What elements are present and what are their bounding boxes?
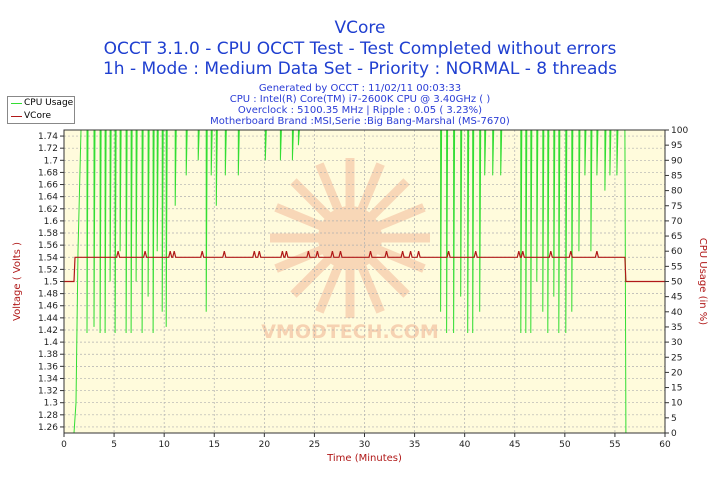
x-axis-label: Time (Minutes) xyxy=(326,453,402,464)
y-left-tick-label: 1.48 xyxy=(38,290,58,300)
y-right-tick-label: 15 xyxy=(671,384,682,394)
y-right-tick-label: 30 xyxy=(671,338,683,348)
x-tick-label: 60 xyxy=(659,440,671,450)
legend-swatch-vcore xyxy=(11,116,22,117)
y-left-tick-label: 1.52 xyxy=(38,265,58,275)
y-left-tick-label: 1.56 xyxy=(38,241,58,251)
y-left-tick-label: 1.72 xyxy=(38,144,58,154)
y-left-tick-label: 1.42 xyxy=(38,326,58,336)
y-right-tick-label: 25 xyxy=(671,353,682,363)
watermark-text: VMODTECH.COM xyxy=(261,321,439,343)
y-left-tick-label: 1.34 xyxy=(38,374,58,384)
y-right-tick-label: 70 xyxy=(671,217,683,227)
y-left-tick-label: 1.5 xyxy=(44,278,58,288)
x-tick-label: 30 xyxy=(359,440,371,450)
watermark-logo xyxy=(270,158,430,318)
chart-subtitle-2: 1h - Mode : Medium Data Set - Priority :… xyxy=(102,59,618,79)
x-tick-label: 40 xyxy=(459,440,471,450)
series-line-vcore xyxy=(64,251,665,283)
info-motherboard: Motherboard Brand :MSI,Serie :Big Bang-M… xyxy=(210,116,510,127)
y-right-tick-label: 95 xyxy=(671,141,682,151)
y-axis-label-right: CPU Usage (in %) xyxy=(697,238,708,326)
x-tick-label: 35 xyxy=(409,440,420,450)
y-left-tick-label: 1.6 xyxy=(44,217,59,227)
y-right-tick-label: 10 xyxy=(671,399,683,409)
y-right-tick-label: 75 xyxy=(671,202,682,212)
x-tick-label: 10 xyxy=(158,440,170,450)
y-left-tick-label: 1.74 xyxy=(38,132,58,142)
x-tick-label: 45 xyxy=(509,440,520,450)
y-right-tick-label: 0 xyxy=(671,429,677,439)
x-tick-label: 15 xyxy=(209,440,220,450)
info-overclock: Overclock : 5100.35 MHz | Ripple : 0.05 … xyxy=(237,105,483,116)
y-left-tick-label: 1.58 xyxy=(38,229,58,239)
legend-swatch-cpu-usage xyxy=(11,103,22,104)
y-right-tick-label: 100 xyxy=(671,126,688,136)
y-left-tick-label: 1.28 xyxy=(38,411,58,421)
y-right-tick-label: 20 xyxy=(671,368,683,378)
y-right-tick-label: 60 xyxy=(671,247,683,257)
y-left-tick-label: 1.26 xyxy=(38,423,58,433)
x-tick-label: 5 xyxy=(111,440,117,450)
y-left-tick-label: 1.62 xyxy=(38,205,58,215)
y-left-tick-label: 1.32 xyxy=(38,387,58,397)
y-left-tick-label: 1.4 xyxy=(44,338,59,348)
y-right-tick-label: 5 xyxy=(671,414,677,424)
y-left-tick-label: 1.36 xyxy=(38,362,58,372)
y-right-tick-label: 55 xyxy=(671,262,682,272)
y-axis-label-left: Voltage ( Volts ) xyxy=(12,242,23,321)
y-left-tick-label: 1.54 xyxy=(38,253,58,263)
y-right-tick-label: 45 xyxy=(671,293,682,303)
x-tick-label: 50 xyxy=(559,440,571,450)
y-right-tick-label: 80 xyxy=(671,187,683,197)
x-tick-label: 55 xyxy=(609,440,620,450)
y-right-tick-label: 90 xyxy=(671,156,683,166)
y-left-tick-label: 1.66 xyxy=(38,181,58,191)
y-right-tick-label: 40 xyxy=(671,308,683,318)
info-cpu: CPU : Intel(R) Core(TM) i7-2600K CPU @ 3… xyxy=(229,94,491,105)
y-left-tick-label: 1.3 xyxy=(44,399,58,409)
info-generated: Generated by OCCT : 11/02/11 00:03:33 xyxy=(258,83,462,94)
chart-subtitle-1: OCCT 3.1.0 - CPU OCCT Test - Test Comple… xyxy=(103,39,617,59)
x-tick-label: 25 xyxy=(309,440,320,450)
y-left-tick-label: 1.64 xyxy=(38,193,58,203)
y-left-tick-label: 1.38 xyxy=(38,350,58,360)
legend: CPU Usage VCore xyxy=(7,96,75,124)
legend-item-cpu-usage: CPU Usage xyxy=(8,97,74,110)
y-right-tick-label: 50 xyxy=(671,278,683,288)
y-left-tick-label: 1.46 xyxy=(38,302,58,312)
chart-title: VCore xyxy=(334,18,386,38)
x-tick-label: 0 xyxy=(61,440,67,450)
y-left-tick-label: 1.7 xyxy=(44,156,58,166)
y-left-tick-label: 1.44 xyxy=(38,314,58,324)
y-right-tick-label: 35 xyxy=(671,323,682,333)
legend-item-vcore: VCore xyxy=(8,110,74,123)
x-tick-label: 20 xyxy=(259,440,271,450)
legend-label-vcore: VCore xyxy=(24,111,51,121)
y-right-tick-label: 65 xyxy=(671,232,682,242)
legend-label-cpu-usage: CPU Usage xyxy=(24,98,74,108)
y-left-tick-label: 1.68 xyxy=(38,168,58,178)
y-right-tick-label: 85 xyxy=(671,171,682,181)
